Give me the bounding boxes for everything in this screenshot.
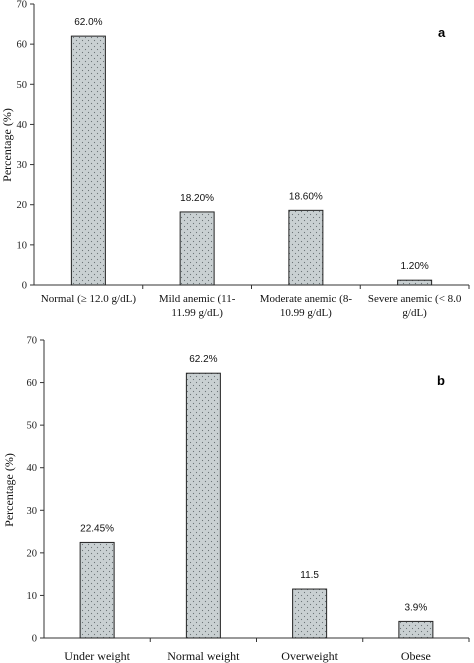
x-tick-label: 10.99 g/dL) [280, 307, 332, 319]
bar [179, 211, 215, 286]
panel-label: b [437, 373, 445, 388]
y-tick-label: 20 [27, 548, 38, 559]
y-tick-label: 70 [27, 336, 38, 347]
x-tick-label: Under weight [64, 649, 130, 663]
data-label: 11.5 [300, 570, 319, 581]
chart-panel-b: 0 10 20 30 40 50 60 70 Percentage (%) b 22.45% Unde… [2, 336, 470, 663]
x-tick-label: Severe anemic (< 8.0 [368, 293, 462, 305]
x-tick-label: Obese [401, 649, 431, 663]
bar [397, 279, 433, 286]
y-tick-label: 60 [27, 378, 38, 389]
bar [79, 541, 115, 639]
bar [398, 620, 434, 639]
bar [185, 372, 221, 639]
x-tick-label: Normal (≥ 12.0 g/dL) [41, 293, 137, 305]
data-label: 1.20% [400, 261, 428, 272]
x-tick-label: Moderate anemic (8- [260, 293, 353, 305]
y-tick-label: 30 [27, 506, 38, 517]
y-tick-label: 0 [32, 634, 37, 645]
x-tick-label: g/dL) [402, 307, 427, 319]
x-tick-label: Overweight [281, 649, 338, 663]
y-axis-label: Percentage (%) [2, 453, 16, 527]
y-tick-label: 50 [27, 421, 38, 432]
y-tick-label: 70 [17, 0, 28, 11]
chart-panel-a: 0 10 20 30 40 50 60 70 Percentage (%) a 62.0% Norma… [0, 0, 470, 319]
x-tick-label: Mild anemic (11- [159, 293, 236, 305]
data-label: 3.9% [404, 602, 427, 613]
y-tick-label: 0 [22, 281, 27, 292]
bar [292, 588, 328, 639]
data-label: 22.45% [80, 523, 114, 534]
panel-label: a [438, 25, 446, 40]
y-tick-label: 40 [27, 463, 38, 474]
data-label: 18.60% [289, 191, 323, 202]
bar [288, 209, 324, 286]
x-tick-label: 11.99 g/dL) [171, 307, 223, 319]
y-tick-label: 20 [17, 200, 28, 211]
bar [70, 35, 106, 286]
x-tick-label: Normal weight [167, 649, 240, 663]
y-tick-label: 10 [27, 591, 38, 602]
data-label: 62.2% [189, 354, 217, 365]
y-tick-label: 60 [17, 40, 28, 51]
y-tick-label: 10 [17, 240, 28, 251]
y-tick-label: 50 [17, 80, 28, 91]
data-label: 18.20% [180, 193, 214, 204]
y-axis-label: Percentage (%) [0, 108, 14, 182]
y-tick-label: 40 [17, 120, 28, 131]
y-tick-label: 30 [17, 160, 28, 171]
data-label: 62.0% [74, 17, 102, 28]
